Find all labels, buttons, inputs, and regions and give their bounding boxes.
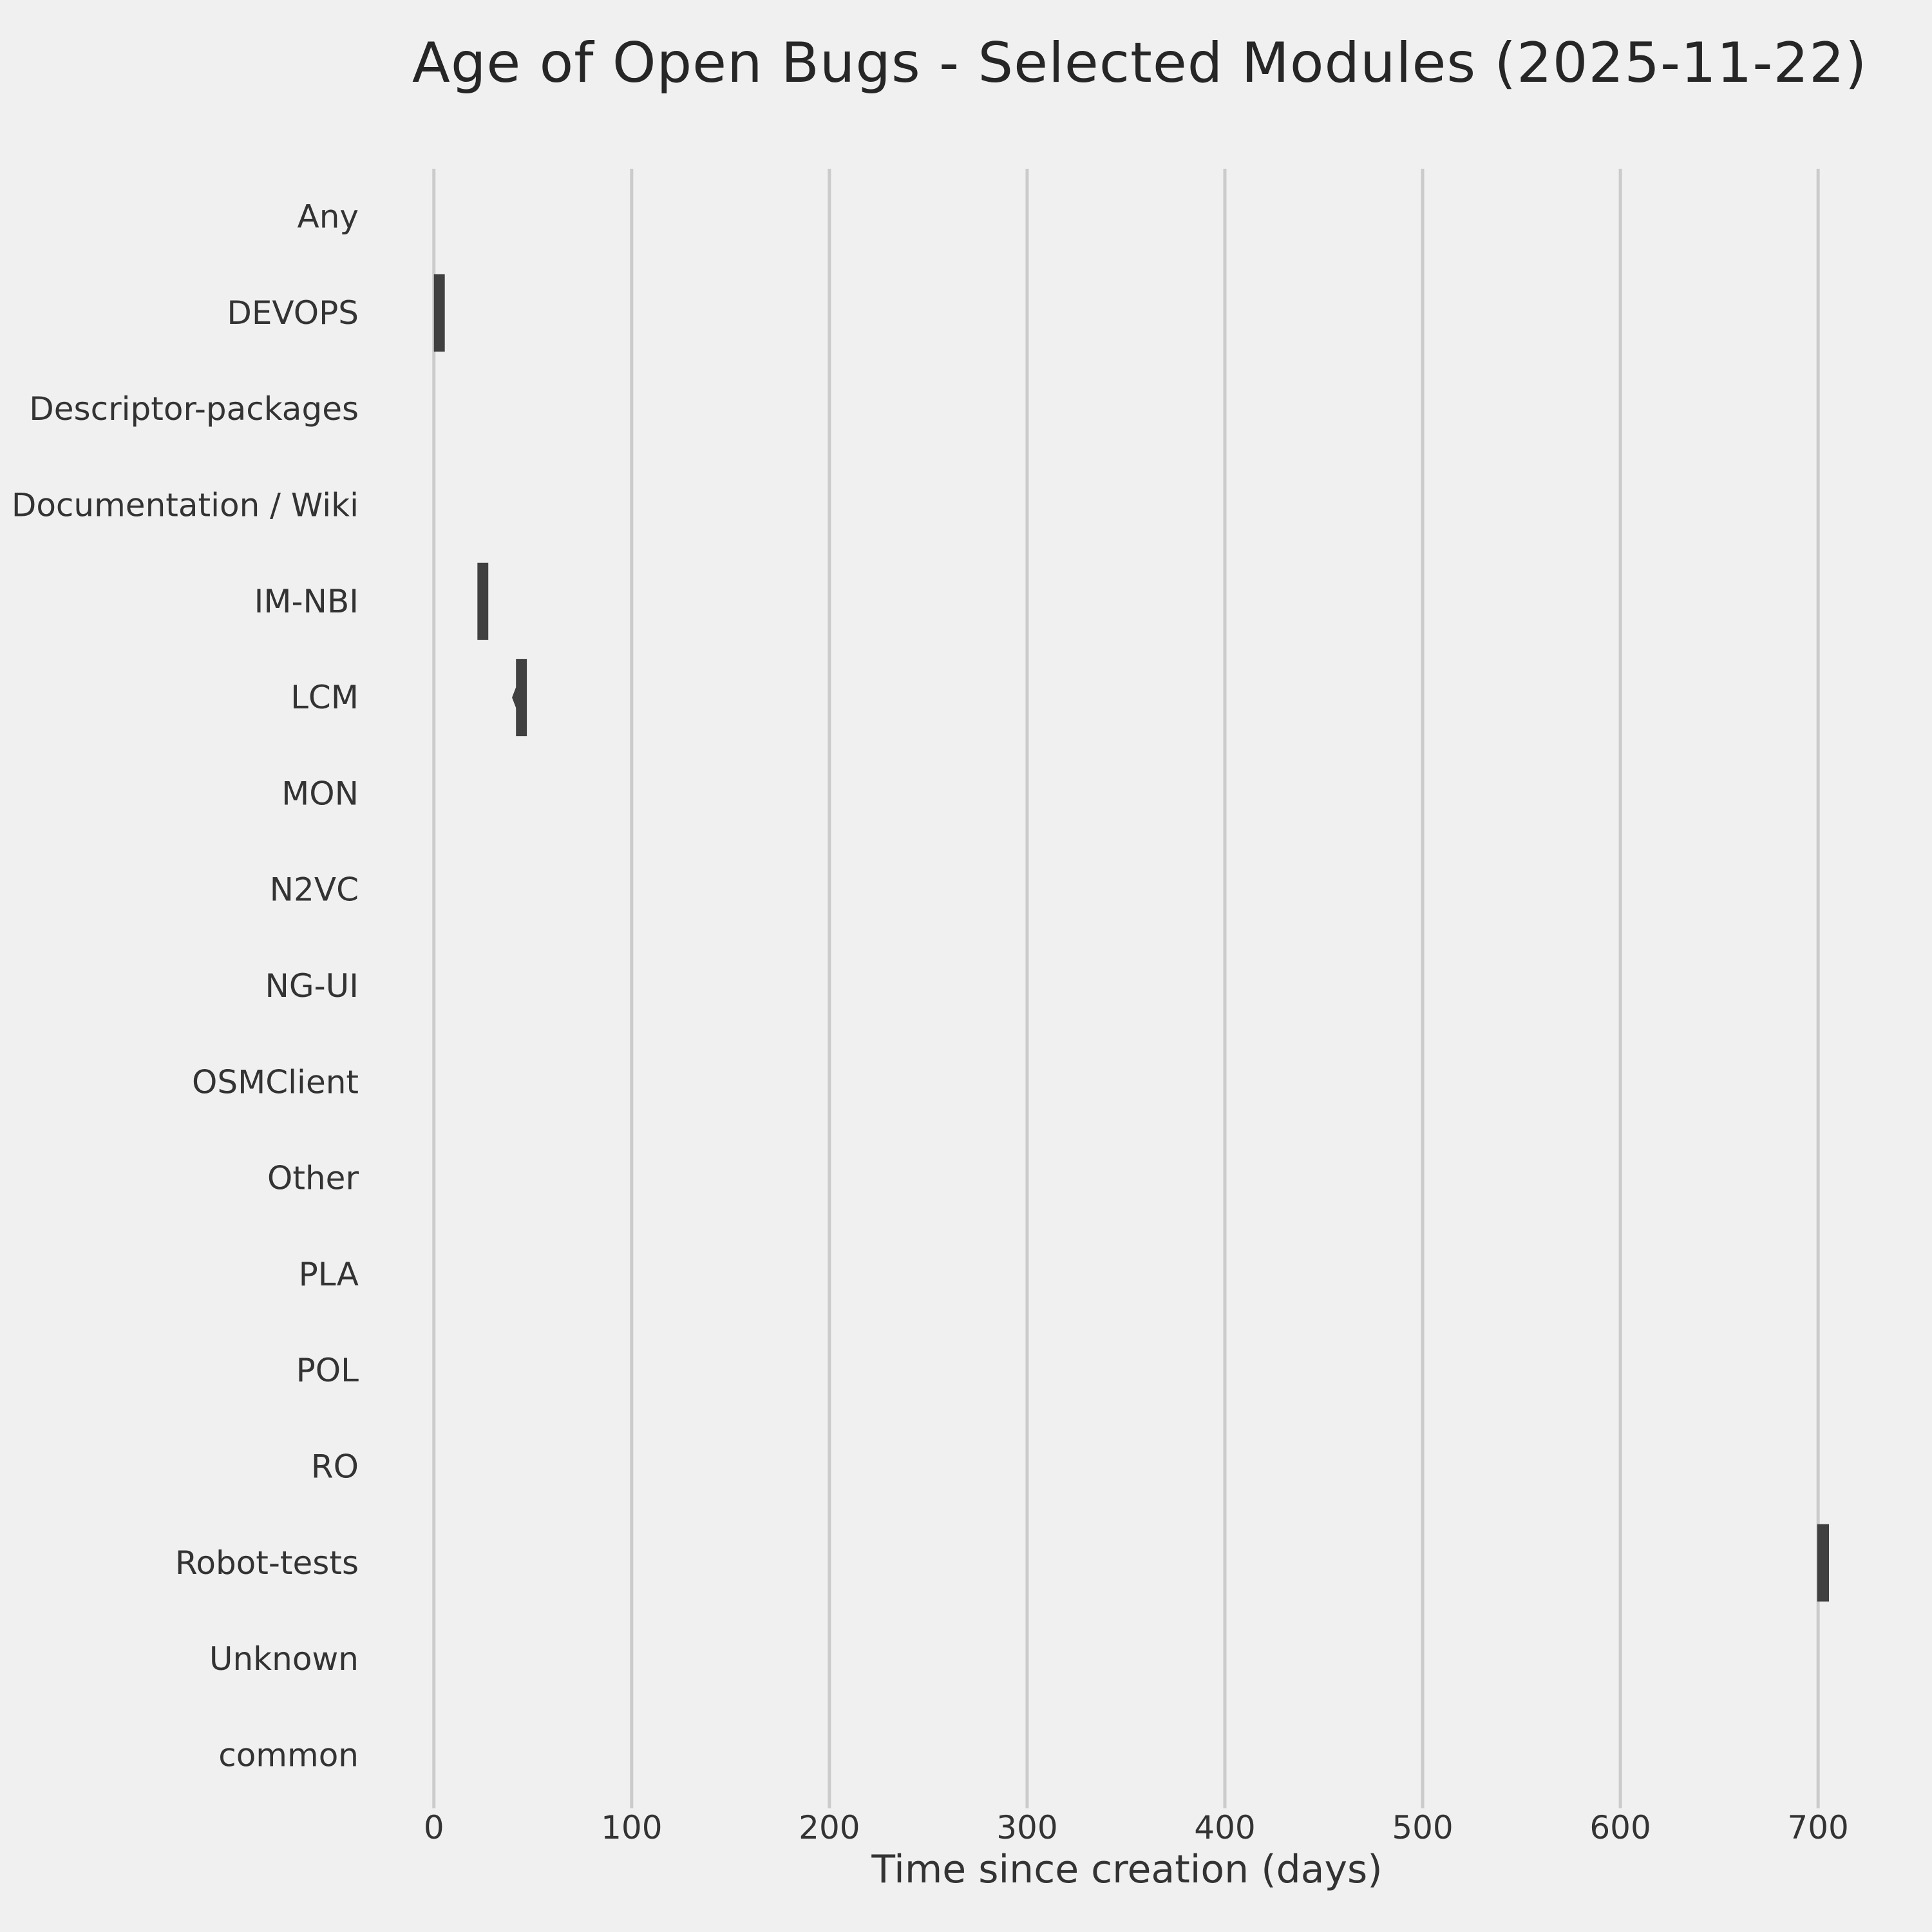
x-tick-label: 500 bbox=[1392, 1809, 1453, 1846]
y-tick-label: Descriptor-packages bbox=[29, 390, 359, 428]
x-tick-label: 100 bbox=[601, 1809, 662, 1846]
y-tick-label: Any bbox=[298, 198, 359, 236]
y-tick-label: RO bbox=[311, 1448, 359, 1485]
y-tick-label: Other bbox=[267, 1160, 359, 1197]
y-tick-label: NG-UI bbox=[265, 967, 359, 1005]
x-tick-label: 0 bbox=[424, 1809, 444, 1846]
violin-im-nbi bbox=[477, 562, 489, 640]
y-tick-label: Documentation / Wiki bbox=[12, 487, 359, 524]
y-tick-label: Robot-tests bbox=[175, 1544, 359, 1582]
y-tick-label: DEVOPS bbox=[227, 294, 359, 332]
violin-lcm bbox=[512, 659, 527, 737]
x-tick-label: 600 bbox=[1589, 1809, 1651, 1846]
y-tick-label: common bbox=[218, 1736, 359, 1774]
x-tick-label: 200 bbox=[799, 1809, 860, 1846]
x-tick-label: 300 bbox=[996, 1809, 1057, 1846]
x-tick-label: 400 bbox=[1194, 1809, 1255, 1846]
y-tick-label: OSMClient bbox=[192, 1063, 359, 1101]
violin-devops bbox=[433, 274, 445, 352]
y-tick-label: IM-NBI bbox=[254, 583, 359, 620]
y-tick-label: POL bbox=[296, 1352, 359, 1389]
x-tick-label: 700 bbox=[1787, 1809, 1848, 1846]
chart-title: Age of Open Bugs - Selected Modules (202… bbox=[412, 31, 1868, 95]
y-tick-label: MON bbox=[281, 775, 359, 812]
y-tick-label: PLA bbox=[299, 1256, 359, 1293]
x-axis-label: Time since creation (days) bbox=[871, 1847, 1383, 1892]
violin-robot-tests bbox=[1817, 1524, 1830, 1602]
y-tick-label: N2VC bbox=[270, 871, 359, 909]
y-tick-label: LCM bbox=[290, 679, 359, 716]
y-tick-label: Unknown bbox=[209, 1640, 359, 1678]
